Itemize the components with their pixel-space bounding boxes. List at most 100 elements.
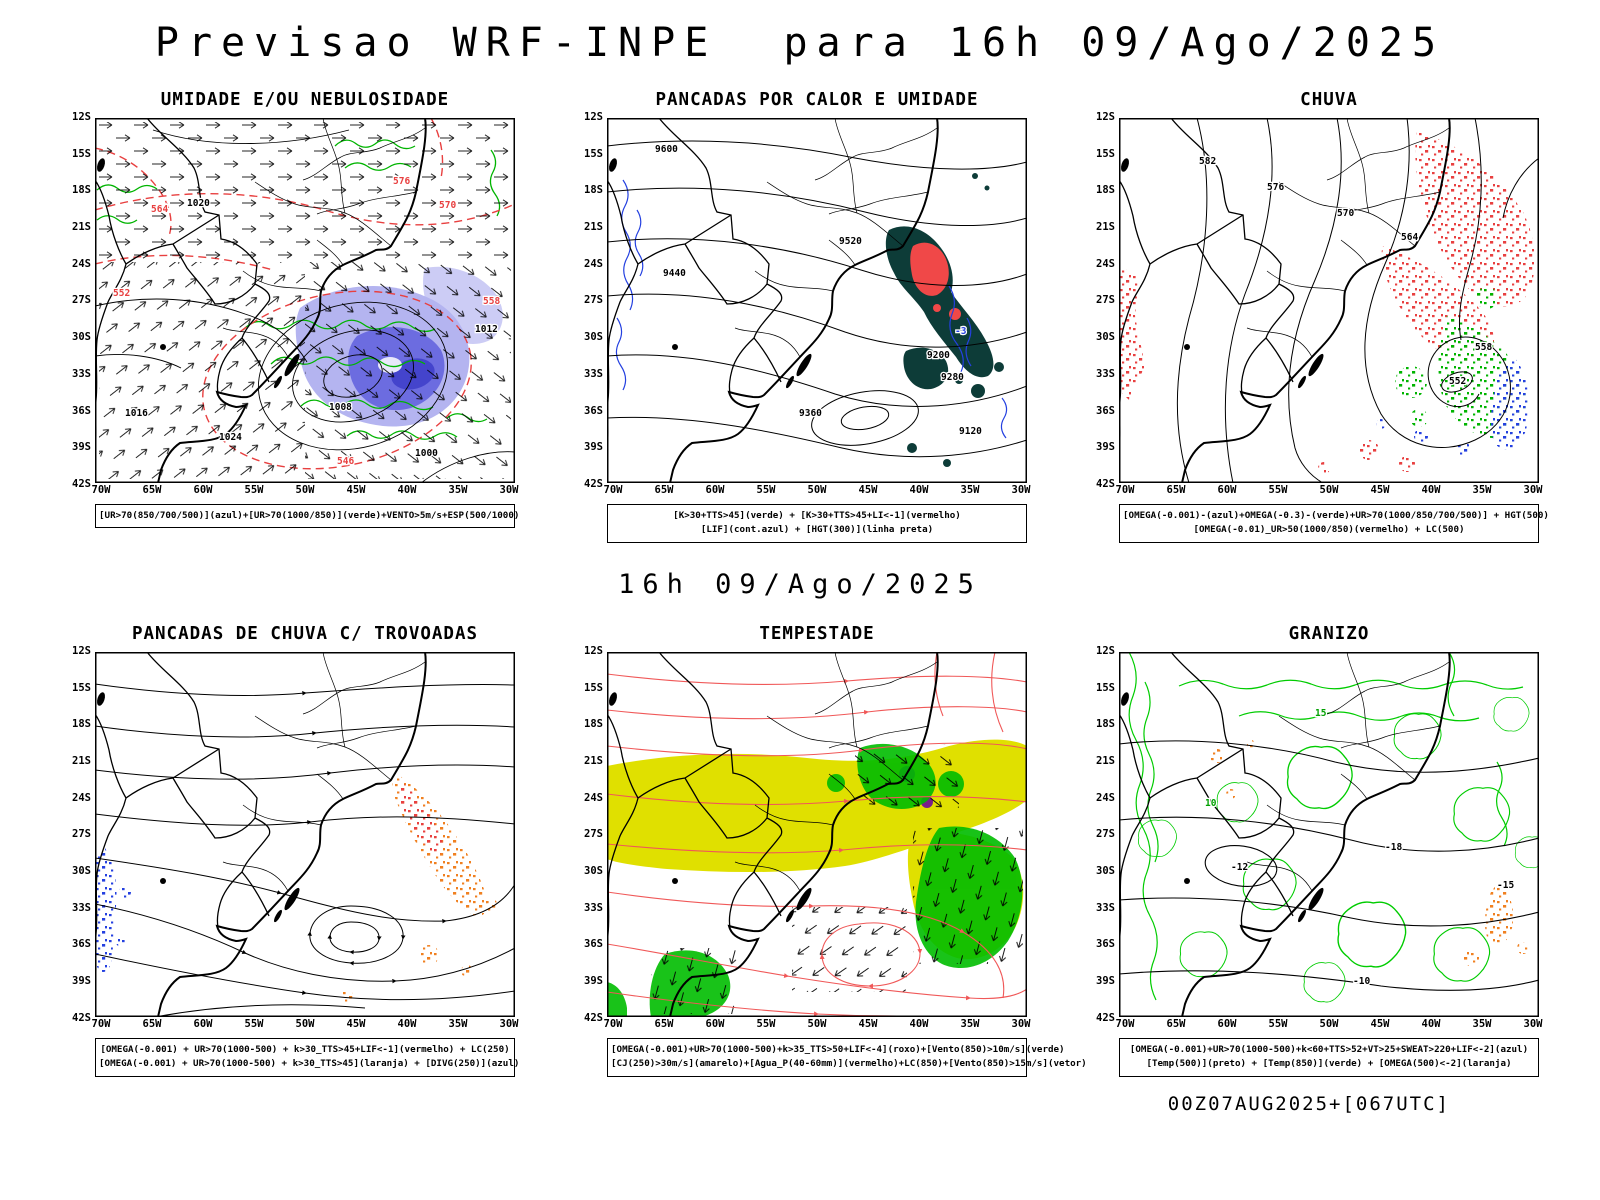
caption-line: [OMEGA(-0.001) + UR>70(1000-500) + k>30_… [100, 1043, 510, 1055]
svg-text:1024: 1024 [219, 432, 242, 443]
lon-label: 55W [1268, 1017, 1288, 1030]
lat-label: 18S [584, 184, 603, 197]
lat-label: 15S [584, 147, 603, 160]
instability-teal-areas [885, 173, 1004, 467]
svg-text:9280: 9280 [941, 372, 964, 383]
hgt500-black-contours [1176, 118, 1539, 483]
map-wrap-tempestade: 12S 15S 18S 21S 24S 27S 30S 33S 36S 39S 42S [584, 645, 1027, 1024]
lon-label: 65W [654, 484, 674, 496]
lat-label: 42S [584, 477, 603, 490]
lon-label: 30W [499, 484, 519, 496]
svg-text:558: 558 [483, 296, 500, 307]
lat-label: 15S [584, 681, 603, 694]
lon-label: 30W [1011, 1017, 1031, 1030]
svg-text:15: 15 [1315, 708, 1327, 719]
svg-text:9120: 9120 [959, 426, 982, 437]
lon-label: 55W [756, 1017, 776, 1030]
lon-label: 40W [909, 1017, 929, 1030]
lon-label: 60W [705, 1017, 725, 1030]
caption-box-tempestade: [OMEGA(-0.001)+UR>70(1000-500)+k>35_TTS>… [607, 1037, 1087, 1077]
lat-label: 39S [584, 975, 603, 988]
lon-label: 70W [1115, 484, 1135, 496]
caption-line: [OMEGA(-0.001)-(azul)+OMEGA(-0.3)-(verde… [1123, 510, 1549, 521]
lon-label: 30W [1011, 484, 1031, 496]
lat-label: 15S [72, 681, 91, 694]
lat-label: 30S [584, 864, 603, 877]
lat-label: 39S [72, 975, 91, 988]
svg-text:9200: 9200 [927, 350, 950, 361]
lon-label: 65W [1166, 1017, 1186, 1030]
lon-axis: 70W 65W 60W 55W 50W 45W 40W 35W 30W [87, 1018, 523, 1030]
lat-label: 24S [72, 257, 91, 270]
lat-label: 18S [72, 718, 91, 731]
svg-text:10: 10 [1205, 798, 1217, 809]
lon-label: 40W [397, 484, 417, 496]
map-wrap-pancadas-calor: 12S 15S 18S 21S 24S 27S 30S 33S 36S 39S 42S [584, 111, 1027, 490]
lat-label: 27S [1096, 828, 1115, 841]
lat-label: 21S [584, 221, 603, 234]
caption-line: [OMEGA(-0.001)+UR>70(1000-500)+k>35_TTS>… [611, 1043, 1065, 1055]
lon-label: 35W [448, 484, 468, 496]
caption-line: [OMEGA(-0.01)_UR>50(1000/850)(vermelho) … [1193, 524, 1465, 536]
lat-label: 24S [1096, 257, 1115, 270]
lat-label: 42S [584, 1011, 603, 1024]
svg-text:9600: 9600 [655, 144, 678, 155]
forecast-row-bottom: PANCADAS DE CHUVA C/ TROVOADAS 12S 15S 18S… [0, 624, 1600, 1077]
lat-label: 12S [72, 644, 91, 657]
svg-text:582: 582 [1199, 156, 1216, 167]
lat-label: 18S [584, 718, 603, 731]
caption-box-pancadas-calor: [K>30+TTS>45](verde) + [K>30+TTS>45+LI<-… [607, 504, 1027, 543]
lat-label: 21S [72, 754, 91, 767]
map-canvas-umidade: 1020 1012 1016 1024 1008 1000 576 570 56… [95, 118, 515, 483]
lon-label: 55W [756, 484, 776, 496]
svg-text:-18: -18 [1385, 842, 1402, 853]
lat-label: 21S [1096, 754, 1115, 767]
lon-label: 40W [1421, 1017, 1441, 1030]
map-wrap-trovoadas: 12S 15S 18S 21S 24S 27S 30S 33S 36S 39S 42S [72, 645, 515, 1024]
lat-label: 36S [72, 938, 91, 951]
lat-label: 39S [72, 441, 91, 454]
wind-arrows [99, 122, 511, 479]
lon-label: 30W [1523, 1017, 1543, 1030]
lat-label: 33S [1096, 901, 1115, 914]
lat-label: 12S [584, 111, 603, 123]
svg-text:1016: 1016 [125, 408, 148, 419]
lat-label: 42S [72, 477, 91, 490]
panel-umidade: UMIDADE E/OU NEBULOSIDADE 12S 15S 18S 21S 24… [59, 90, 519, 543]
lat-label: 15S [72, 147, 91, 160]
contour-labels: 9600 9520 9440 9360 9280 9200 9120 -3 [654, 143, 984, 439]
lon-label: 50W [807, 484, 827, 496]
svg-text:576: 576 [1267, 182, 1284, 193]
lon-label: 65W [654, 1017, 674, 1030]
lat-label: 30S [1096, 331, 1115, 344]
lon-label: 45W [346, 484, 366, 496]
lon-label: 50W [295, 484, 315, 496]
rain-blue-speckles [1376, 356, 1530, 458]
lat-label: 15S [1096, 681, 1115, 694]
map-canvas-trovoadas [95, 651, 515, 1017]
map-wrap-granizo: 12S 15S 18S 21S 24S 27S 30S 33S 36S 39S 42S [1096, 645, 1539, 1024]
contour-labels: 1020 1012 1016 1024 1008 1000 576 570 56… [112, 175, 502, 469]
lat-label: 39S [584, 441, 603, 454]
lon-label: 35W [960, 484, 980, 496]
lon-label: 45W [858, 484, 878, 496]
page-title: Previsao WRF-INPE para 16h 09/Ago/2025 [154, 20, 1446, 66]
caption-line: [OMEGA(-0.001) + UR>70(1000-500) + k>30_… [99, 1058, 520, 1070]
svg-text:9440: 9440 [663, 268, 686, 279]
caption-box-trovoadas: [OMEGA(-0.001) + UR>70(1000-500) + k>30_… [95, 1037, 520, 1077]
lat-label: 36S [1096, 404, 1115, 417]
lat-axis: 12S 15S 18S 21S 24S 27S 30S 33S 36S 39S 42S [61, 645, 91, 1024]
svg-text:570: 570 [1337, 208, 1354, 219]
lat-label: 15S [1096, 147, 1115, 160]
lat-axis: 12S 15S 18S 21S 24S 27S 30S 33S 36S 39S 42S [573, 645, 603, 1024]
lat-label: 33S [72, 367, 91, 380]
lat-label: 24S [584, 257, 603, 270]
lon-axis: 70W 65W 60W 55W 50W 45W 40W 35W 30W [87, 484, 523, 496]
lat-label: 42S [1096, 1011, 1115, 1024]
map-canvas-tempestade [607, 651, 1027, 1017]
svg-text:-12: -12 [1231, 862, 1248, 873]
lon-label: 35W [1472, 484, 1492, 496]
lat-label: 24S [72, 791, 91, 804]
lat-label: 42S [1096, 477, 1115, 490]
lat-axis: 12S 15S 18S 21S 24S 27S 30S 33S 36S 39S 42S [1085, 111, 1115, 490]
